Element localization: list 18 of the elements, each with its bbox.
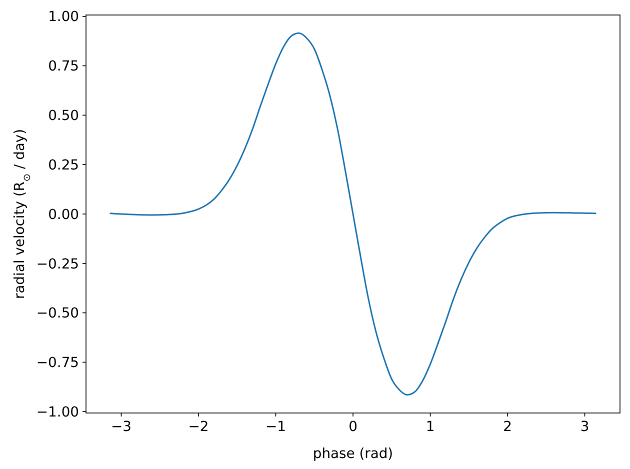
y-tick-label: 1.00 (48, 9, 79, 26)
x-tick-label: 3 (580, 419, 590, 436)
x-tick-label: 1 (426, 419, 435, 436)
y-tick-label: −0.75 (36, 355, 79, 372)
x-tick-label: 2 (503, 419, 512, 436)
x-tick-label: 0 (348, 419, 358, 436)
y-tick-label: −0.25 (36, 256, 79, 272)
y-tick-label: −1.00 (36, 404, 79, 420)
x-tick-label: −3 (110, 419, 132, 436)
line-series (110, 32, 596, 396)
y-tick-label: 0.75 (48, 58, 79, 75)
y-tick-label: 0.00 (48, 206, 79, 223)
y-tick-label: 0.50 (48, 108, 79, 124)
x-tick-label: −1 (266, 419, 286, 436)
y-tick-label: 0.25 (48, 157, 79, 174)
x-tick-label: −2 (188, 419, 209, 436)
y-tick-label: −0.50 (36, 306, 79, 322)
x-axis-title: phase (rad) (312, 446, 394, 462)
